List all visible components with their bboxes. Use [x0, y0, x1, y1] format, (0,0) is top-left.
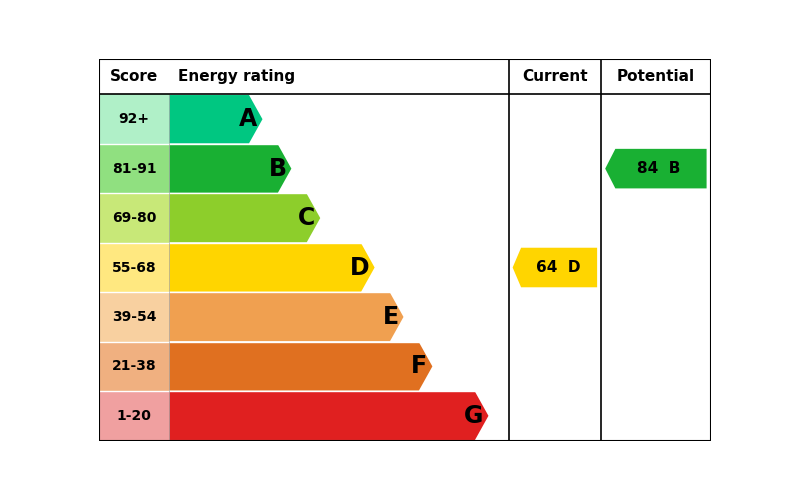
Polygon shape — [169, 95, 262, 144]
Text: 55-68: 55-68 — [111, 260, 156, 275]
Text: Score: Score — [110, 69, 158, 85]
Text: F: F — [412, 354, 427, 378]
Bar — [99, 342, 169, 391]
Polygon shape — [169, 145, 292, 193]
Text: A: A — [239, 107, 258, 131]
Text: 84  B: 84 B — [638, 161, 681, 176]
Polygon shape — [169, 244, 374, 292]
Polygon shape — [169, 392, 488, 440]
Text: 21-38: 21-38 — [111, 359, 156, 373]
Bar — [99, 95, 169, 144]
Bar — [99, 391, 169, 441]
Polygon shape — [605, 149, 706, 189]
Text: D: D — [350, 255, 370, 280]
Text: 81-91: 81-91 — [111, 162, 156, 176]
Text: Current: Current — [522, 69, 588, 85]
Bar — [99, 292, 169, 342]
Text: E: E — [382, 305, 399, 329]
Text: 92+: 92+ — [118, 112, 149, 126]
Text: C: C — [298, 206, 315, 230]
Polygon shape — [169, 293, 404, 341]
Text: 69-80: 69-80 — [111, 211, 156, 225]
Polygon shape — [513, 248, 597, 287]
Text: 1-20: 1-20 — [116, 409, 152, 423]
Text: Energy rating: Energy rating — [179, 69, 295, 85]
Text: 39-54: 39-54 — [111, 310, 156, 324]
Polygon shape — [169, 342, 432, 391]
Text: G: G — [465, 404, 483, 428]
Bar — [99, 243, 169, 292]
Polygon shape — [169, 194, 320, 242]
Bar — [99, 144, 169, 194]
Text: 64  D: 64 D — [536, 260, 580, 275]
Bar — [99, 194, 169, 243]
Text: B: B — [269, 156, 287, 181]
Text: Potential: Potential — [617, 69, 695, 85]
